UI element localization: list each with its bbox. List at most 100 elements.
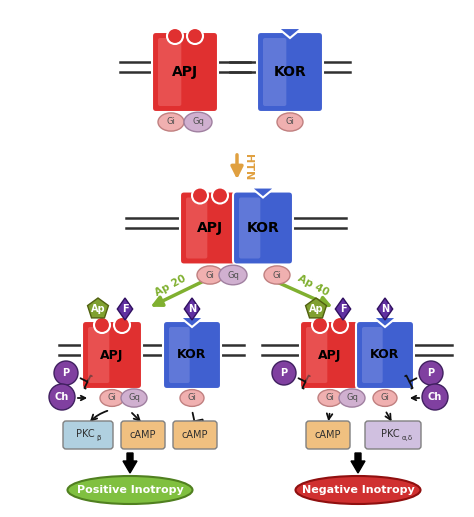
Circle shape — [94, 317, 110, 333]
FancyBboxPatch shape — [163, 321, 221, 389]
Text: P: P — [281, 368, 288, 378]
FancyBboxPatch shape — [306, 421, 350, 449]
FancyArrow shape — [351, 453, 365, 473]
Text: N: N — [188, 304, 196, 314]
Circle shape — [312, 317, 328, 333]
Text: Gq: Gq — [192, 117, 204, 127]
Text: APJ: APJ — [100, 348, 124, 361]
Text: cAMP: cAMP — [315, 430, 341, 440]
Circle shape — [212, 188, 228, 204]
Ellipse shape — [121, 389, 147, 407]
Text: Negative Inotropy: Negative Inotropy — [301, 485, 414, 495]
FancyBboxPatch shape — [300, 321, 360, 389]
FancyBboxPatch shape — [239, 197, 260, 258]
Text: Gq: Gq — [227, 270, 239, 280]
Text: APJ: APJ — [172, 65, 198, 79]
Text: Ap: Ap — [91, 304, 105, 314]
Ellipse shape — [67, 476, 192, 504]
Text: P: P — [428, 368, 435, 378]
FancyBboxPatch shape — [356, 321, 414, 389]
Text: N: N — [381, 304, 389, 314]
Polygon shape — [180, 317, 204, 327]
Text: PKC: PKC — [76, 429, 94, 439]
Circle shape — [114, 317, 130, 333]
Text: α,δ: α,δ — [401, 435, 412, 441]
Text: Gi: Gi — [273, 270, 282, 280]
Text: Ap 40: Ap 40 — [296, 273, 330, 298]
Circle shape — [192, 188, 208, 204]
Text: APJ: APJ — [197, 221, 223, 235]
Circle shape — [422, 384, 448, 410]
FancyBboxPatch shape — [362, 327, 383, 383]
Polygon shape — [184, 298, 200, 320]
FancyBboxPatch shape — [257, 32, 323, 112]
Text: Ap 20: Ap 20 — [153, 273, 187, 298]
Ellipse shape — [180, 390, 204, 406]
Ellipse shape — [197, 266, 223, 284]
Polygon shape — [88, 298, 109, 318]
Text: cAMP: cAMP — [130, 430, 156, 440]
Text: Gi: Gi — [381, 393, 390, 403]
Polygon shape — [377, 298, 392, 320]
FancyArrow shape — [123, 453, 137, 473]
Text: Ch: Ch — [55, 392, 69, 402]
Text: Gi: Gi — [285, 117, 294, 127]
Polygon shape — [335, 298, 351, 320]
Text: P: P — [63, 368, 70, 378]
FancyBboxPatch shape — [263, 38, 286, 106]
FancyBboxPatch shape — [306, 327, 328, 383]
FancyBboxPatch shape — [180, 191, 240, 265]
Text: PKC: PKC — [381, 429, 399, 439]
FancyBboxPatch shape — [82, 321, 142, 389]
Text: Gi: Gi — [326, 393, 335, 403]
Text: KOR: KOR — [177, 348, 207, 361]
Polygon shape — [373, 317, 397, 327]
Text: APJ: APJ — [319, 348, 342, 361]
Ellipse shape — [158, 113, 184, 131]
FancyBboxPatch shape — [158, 38, 182, 106]
FancyBboxPatch shape — [169, 327, 190, 383]
Polygon shape — [306, 298, 327, 318]
Circle shape — [332, 317, 348, 333]
Text: KOR: KOR — [370, 348, 400, 361]
Ellipse shape — [184, 112, 212, 132]
FancyBboxPatch shape — [121, 421, 165, 449]
Circle shape — [419, 361, 443, 385]
Polygon shape — [251, 188, 275, 197]
FancyBboxPatch shape — [233, 191, 293, 265]
Text: KOR: KOR — [246, 221, 279, 235]
Circle shape — [272, 361, 296, 385]
Ellipse shape — [219, 265, 247, 285]
Text: β: β — [96, 435, 101, 441]
Text: Gi: Gi — [188, 393, 196, 403]
FancyBboxPatch shape — [365, 421, 421, 449]
Text: Positive Inotropy: Positive Inotropy — [77, 485, 183, 495]
Ellipse shape — [295, 476, 420, 504]
Text: F: F — [340, 304, 346, 314]
Circle shape — [167, 28, 183, 44]
Text: Gq: Gq — [346, 393, 358, 403]
Circle shape — [49, 384, 75, 410]
Text: Ap: Ap — [309, 304, 323, 314]
Text: Ch: Ch — [428, 392, 442, 402]
Text: HTN: HTN — [243, 154, 253, 180]
FancyBboxPatch shape — [173, 421, 217, 449]
Circle shape — [54, 361, 78, 385]
Ellipse shape — [100, 390, 124, 406]
FancyBboxPatch shape — [152, 32, 218, 112]
Text: Gi: Gi — [206, 270, 214, 280]
Text: KOR: KOR — [273, 65, 306, 79]
Text: cAMP: cAMP — [182, 430, 208, 440]
Text: F: F — [122, 304, 128, 314]
Polygon shape — [117, 298, 133, 320]
Ellipse shape — [264, 266, 290, 284]
Polygon shape — [278, 28, 302, 38]
Text: Gi: Gi — [108, 393, 117, 403]
Circle shape — [187, 28, 203, 44]
Text: Gi: Gi — [166, 117, 175, 127]
Ellipse shape — [339, 389, 365, 407]
Text: Gq: Gq — [128, 393, 140, 403]
Ellipse shape — [318, 390, 342, 406]
FancyBboxPatch shape — [63, 421, 113, 449]
FancyBboxPatch shape — [88, 327, 109, 383]
